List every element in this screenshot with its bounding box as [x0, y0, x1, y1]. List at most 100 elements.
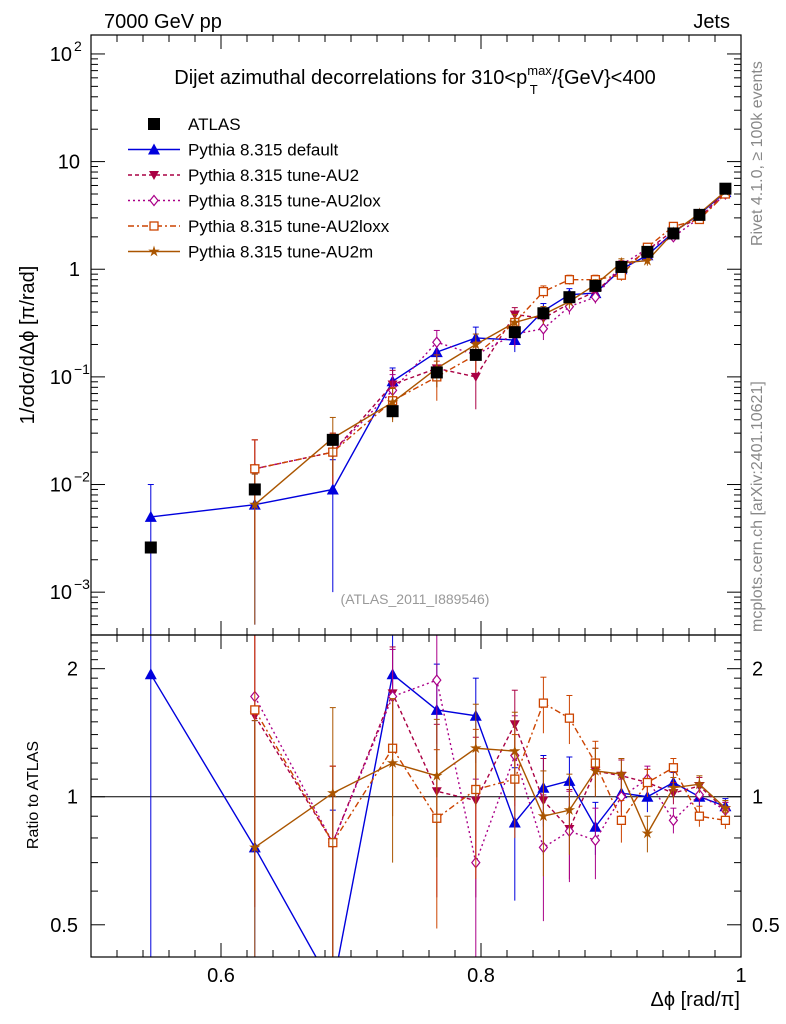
data-point — [432, 336, 442, 349]
ratio-point — [537, 810, 550, 822]
rivet-label: Rivet 4.1.0, ≥ 100k events — [749, 61, 766, 246]
data-point — [719, 182, 732, 195]
ratio-line — [254, 747, 726, 849]
legend-entry: Pythia 8.315 tune-AU2 — [128, 166, 359, 185]
ratio-point — [250, 705, 260, 715]
ratio-point — [668, 814, 679, 827]
data-point — [667, 227, 680, 240]
data-point — [470, 338, 482, 350]
legend-label: ATLAS — [188, 115, 241, 134]
y-tick-exponent: −2 — [74, 469, 90, 485]
ratio-plot-frame — [90, 634, 742, 958]
legend-label: Pythia 8.315 tune-AU2lox — [188, 192, 381, 211]
y-tick-label: 10 — [58, 152, 80, 174]
ratio-point — [509, 745, 521, 756]
data-point — [144, 510, 157, 522]
y-tick-exponent: −1 — [74, 361, 90, 377]
data-point — [590, 291, 601, 304]
ratio-line — [254, 679, 726, 866]
x-axis-label: Δϕ [rad/π] — [651, 989, 741, 1011]
x-tick-label: 0.8 — [467, 965, 495, 987]
data-point — [615, 260, 628, 273]
data-point — [537, 307, 550, 320]
ratio-point — [641, 827, 654, 839]
ratio-y-axis-label: Ratio to ATLAS — [25, 741, 42, 849]
legend-entry: Pythia 8.315 tune-AU2m — [128, 243, 373, 262]
data-point — [386, 405, 399, 418]
ratio-tick-label: 0.5 — [50, 915, 78, 937]
ratio-series-group — [144, 634, 732, 957]
ratio-point — [589, 764, 602, 776]
legend-marker — [148, 245, 160, 257]
ratio-point — [719, 802, 732, 813]
data-point — [469, 348, 482, 361]
ratio-axis-ticks: 0.6 0.8 1 0.5 0.5 1 1 2 2 — [50, 635, 780, 987]
y-axis-label: 1/σdσ/dΔϕ [π/rad] — [17, 266, 39, 425]
mcplots-label: mcplots.cern.ch [arXiv:2401.10621] — [749, 381, 766, 632]
main-series-group — [144, 182, 732, 635]
ratio-point — [667, 781, 680, 793]
chart-title: Dijet azimuthal decorrelations for 310<p… — [174, 63, 655, 97]
data-point — [326, 433, 339, 446]
ratio-point — [563, 804, 576, 815]
data-point — [641, 245, 654, 258]
ratio-point — [694, 811, 705, 821]
legend-label: Pythia 8.315 tune-AU2m — [188, 243, 373, 262]
ratio-tick-label-right: 0.5 — [752, 915, 780, 937]
data-point — [250, 464, 260, 474]
data-point — [386, 396, 399, 408]
ratio-series-pythia-8-315-tune-au2 — [249, 634, 731, 957]
legend-entry: Pythia 8.315 tune-AU2lox — [128, 192, 381, 211]
ratio-point — [249, 841, 261, 853]
legend-label: Pythia 8.315 default — [188, 141, 339, 160]
series-line — [254, 190, 726, 506]
ratio-point — [615, 768, 628, 779]
ratio-point — [616, 815, 627, 826]
data-point — [563, 291, 576, 304]
data-point — [564, 275, 575, 285]
ratio-point — [693, 778, 706, 790]
y-tick-label: 10 — [50, 367, 72, 389]
series-atlas — [144, 182, 732, 554]
legend-entry: Pythia 8.315 default — [128, 141, 339, 160]
analysis-watermark: (ATLAS_2011_I889546) — [341, 591, 490, 607]
header-left: 7000 GeV pp — [104, 11, 222, 33]
legend-marker — [148, 118, 160, 130]
ratio-line — [150, 673, 726, 957]
legend-marker — [149, 171, 159, 180]
data-point — [641, 254, 654, 266]
data-point — [538, 286, 549, 297]
ratio-tick-label-right: 2 — [752, 659, 763, 681]
legend-marker — [149, 221, 159, 231]
data-point — [326, 483, 339, 495]
ratio-tick-label-right: 1 — [752, 787, 763, 809]
header-right: Jets — [693, 11, 730, 33]
y-tick-label: 10 — [50, 475, 72, 497]
legend-label: Pythia 8.315 tune-AU2loxx — [188, 217, 390, 236]
ratio-point — [538, 698, 549, 708]
ratio-tick-label: 1 — [67, 787, 78, 809]
data-point — [538, 322, 549, 335]
ratio-point — [668, 763, 679, 773]
data-point — [508, 326, 521, 339]
ratio-point — [590, 834, 601, 847]
ratio-point — [432, 674, 442, 687]
data-point — [693, 208, 706, 221]
ratio-series-pythia-8-315-default — [144, 634, 732, 957]
x-tick-label: 0.6 — [207, 965, 235, 987]
legend-entry: ATLAS — [148, 115, 241, 134]
y-tick-exponent: 2 — [74, 38, 82, 54]
ratio-point — [431, 769, 443, 781]
x-tick-label: 1 — [735, 965, 746, 987]
ratio-series-pythia-8-315-tune-au2lox — [250, 634, 731, 957]
ratio-point — [720, 815, 731, 826]
data-point — [249, 498, 261, 510]
ratio-point — [694, 788, 705, 801]
data-point — [509, 316, 521, 328]
y-tick-exponent: −3 — [74, 576, 90, 592]
data-point — [248, 483, 261, 496]
ratio-point — [144, 668, 157, 680]
y-tick-label: 1 — [69, 259, 80, 281]
data-point — [144, 541, 157, 554]
